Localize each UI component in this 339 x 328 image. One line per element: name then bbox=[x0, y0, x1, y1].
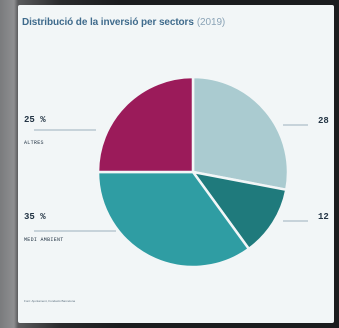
slice-value-label-2: 35 % bbox=[24, 212, 46, 222]
pie-slice-0 bbox=[193, 77, 288, 190]
slice-value-label-0: 28 bbox=[318, 116, 329, 126]
pie-slice-3 bbox=[98, 77, 193, 172]
slice-value-label-3: 25 % bbox=[24, 115, 46, 125]
slice-value-label-1: 12 bbox=[318, 212, 329, 222]
slice-category-label-2: MEDI AMBIENT bbox=[24, 237, 64, 243]
slice-category-label-3: ALTRES bbox=[24, 140, 44, 146]
chart-panel: Distribució de la inversió per sectors (2… bbox=[18, 5, 334, 323]
chart-source: Font: Ajuntament, Fundació Barcelona bbox=[24, 299, 75, 303]
pie-chart: 28 12 35 % MEDI AMBIENT 25 % ALTRES bbox=[18, 5, 334, 323]
pie-slices bbox=[98, 77, 288, 267]
